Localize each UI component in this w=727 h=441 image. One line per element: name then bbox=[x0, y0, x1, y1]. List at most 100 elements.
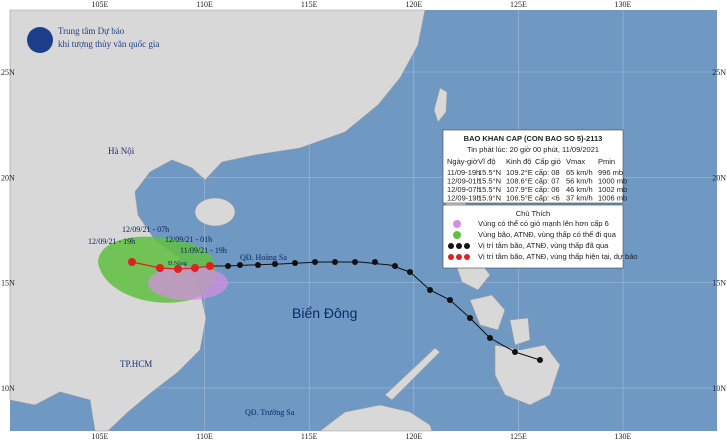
table-cell: 1006 mb bbox=[598, 194, 627, 203]
lat-label: 15N bbox=[1, 279, 15, 288]
legend-item: Vị trí tâm bão, ATNĐ, vùng thấp hiện tại… bbox=[478, 252, 638, 261]
table-cell: 15.5°N bbox=[478, 168, 501, 177]
hainan bbox=[194, 197, 236, 227]
column-header: Vĩ độ bbox=[478, 157, 496, 166]
place-label: Đ.Nẵng bbox=[168, 260, 187, 267]
past-position bbox=[407, 269, 413, 275]
past-position bbox=[512, 349, 518, 355]
table-cell: 65 km/h bbox=[566, 168, 593, 177]
past-position bbox=[447, 297, 453, 303]
taiwan bbox=[433, 87, 448, 123]
lon-label: 125E bbox=[510, 432, 527, 441]
legend-swatch bbox=[448, 243, 454, 249]
bulletin-issued: Tin phát lúc: 20 giờ 00 phút, 11/09/2021 bbox=[467, 145, 599, 154]
past-position bbox=[427, 287, 433, 293]
forecast-position bbox=[128, 258, 136, 266]
past-position bbox=[467, 315, 473, 321]
track-label: 12/09/21 - 07h bbox=[122, 225, 169, 234]
forecast-position bbox=[206, 262, 214, 270]
lon-label: 115E bbox=[301, 0, 318, 9]
lon-label: 125E bbox=[510, 0, 527, 9]
table-cell: 109.2°E bbox=[506, 168, 533, 177]
column-header: Vmax bbox=[566, 157, 585, 166]
lon-label: 130E bbox=[615, 0, 632, 9]
borneo bbox=[319, 404, 433, 432]
lon-label: 115E bbox=[301, 432, 318, 441]
column-header: Cấp gió bbox=[535, 157, 561, 166]
legend-swatch bbox=[456, 243, 462, 249]
bulletin-box bbox=[442, 129, 624, 204]
track-label: 12/09/21 - 01h bbox=[165, 235, 212, 244]
past-position bbox=[352, 259, 358, 265]
column-header: Ngày-giờ bbox=[447, 157, 478, 166]
lat-label: 10N bbox=[1, 384, 15, 393]
track-label: 12/09/21 - 19h bbox=[88, 237, 135, 246]
legend: Vùng có thể có gió mạnh lên hơn cấp 6 Vùn… bbox=[448, 219, 638, 261]
past-position bbox=[237, 262, 243, 268]
table-cell: cấp: 07 bbox=[535, 177, 560, 186]
past-position bbox=[292, 260, 298, 266]
sea-label: Biển Đông bbox=[292, 305, 357, 321]
place-label: QĐ. Trường Sa bbox=[245, 408, 295, 417]
place-label: QĐ. Hoàng Sa bbox=[240, 253, 287, 262]
lat-label: 15N bbox=[712, 279, 726, 288]
table-cell: 12/09-01h bbox=[447, 177, 481, 186]
table-cell: cấp: 08 bbox=[535, 168, 560, 177]
lat-label: 20N bbox=[712, 173, 726, 182]
lat-label: 25N bbox=[1, 68, 15, 77]
past-track bbox=[210, 261, 541, 361]
lon-label: 120E bbox=[405, 432, 422, 441]
table-cell: 12/09-19h bbox=[447, 194, 481, 203]
past-position bbox=[272, 261, 278, 267]
table-cell: 996 mb bbox=[598, 168, 623, 177]
track-points bbox=[128, 258, 543, 363]
past-position bbox=[312, 259, 318, 265]
legend-box bbox=[442, 204, 624, 269]
table-cell: 15.9°N bbox=[478, 194, 501, 203]
lon-label: 130E bbox=[615, 432, 632, 441]
lat-label: 25N bbox=[712, 68, 726, 77]
table-cell: 108.6°E bbox=[506, 177, 533, 186]
legend-swatch bbox=[464, 254, 470, 260]
table-cell: 1002 mb bbox=[598, 185, 627, 194]
table-cell: 106.5°E bbox=[506, 194, 533, 203]
past-position bbox=[225, 263, 231, 269]
past-position bbox=[392, 263, 398, 269]
table-cell: 1000 mb bbox=[598, 177, 627, 186]
legend-swatch bbox=[464, 243, 470, 249]
legend-swatch bbox=[448, 254, 454, 260]
past-position bbox=[372, 259, 378, 265]
table-cell: 37 km/h bbox=[566, 194, 593, 203]
legend-item: Vùng bão, ATNĐ, vùng thấp có thể đi qua bbox=[478, 230, 617, 239]
lat-label: 20N bbox=[1, 173, 15, 182]
palawan bbox=[384, 347, 441, 401]
track-label: 11/09/21 - 19h bbox=[180, 246, 227, 255]
legend-swatch bbox=[453, 231, 461, 239]
past-position bbox=[487, 335, 493, 341]
table-cell: 56 km/h bbox=[566, 177, 593, 186]
forecast-position bbox=[156, 264, 164, 272]
legend-swatch bbox=[453, 220, 461, 228]
lon-label: 120E bbox=[405, 0, 422, 9]
bulletin-title: BAO KHAN CAP (CON BAO SO 5)-2113 bbox=[464, 134, 603, 143]
lon-label: 110E bbox=[196, 0, 213, 9]
place-label: Hà Nội bbox=[108, 146, 135, 156]
lat-label: 10N bbox=[712, 384, 726, 393]
strong-wind-zone bbox=[148, 266, 228, 300]
table-cell: 15.5°N bbox=[478, 177, 501, 186]
table-cell: cấp: <6 bbox=[535, 194, 560, 203]
past-position bbox=[255, 262, 261, 268]
lon-label: 105E bbox=[92, 0, 109, 9]
bulletin-table: Ngày-giờ Vĩ độ Kinh độ Cấp gió Vmax Pmin 11/09… bbox=[447, 157, 627, 203]
column-header: Kinh độ bbox=[506, 157, 531, 166]
forecast-position bbox=[191, 264, 199, 272]
past-position bbox=[537, 357, 543, 363]
forecast-position bbox=[174, 265, 182, 273]
table-cell: 107.9°E bbox=[506, 185, 533, 194]
legend-item: Vùng có thể có gió mạnh lên hơn cấp 6 bbox=[478, 219, 609, 228]
legend-item: Vị trí tâm bão, ATNĐ, vùng thấp đã qua bbox=[478, 241, 609, 250]
table-cell: 11/09-19h bbox=[447, 168, 480, 177]
